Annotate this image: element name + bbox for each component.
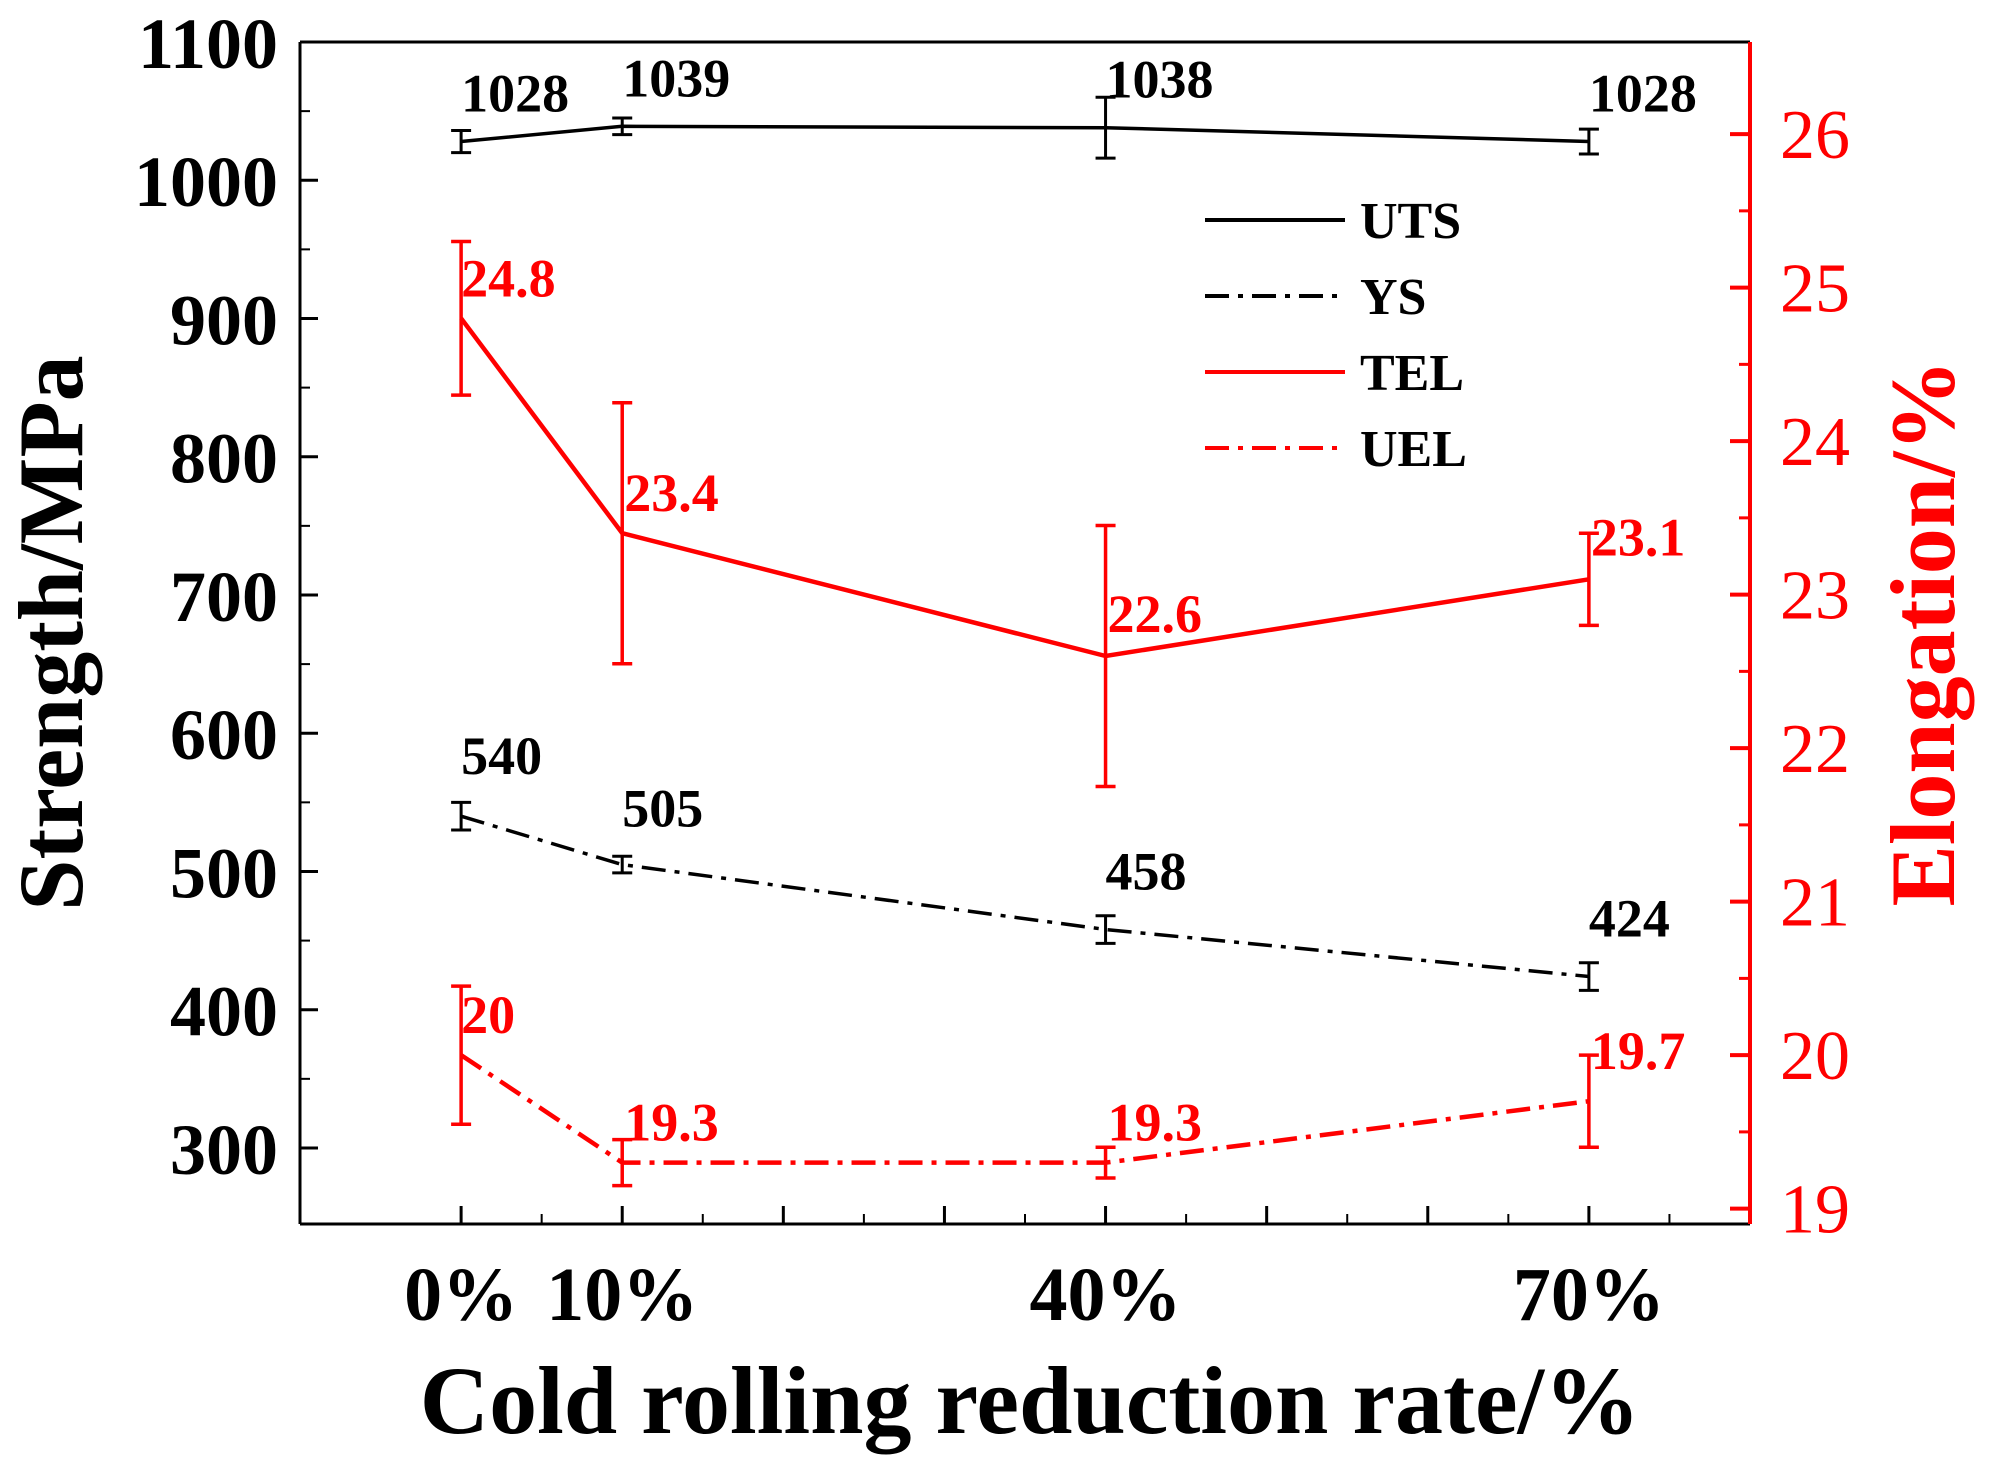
- error-bar-ys: [1578, 961, 1599, 992]
- legend: UTS YS TEL UEL: [1205, 193, 1467, 478]
- x-axis-title: Cold rolling reduction rate/%: [420, 1347, 1640, 1454]
- legend-label-uel: UEL: [1360, 421, 1467, 478]
- y-left-tick-label: 500: [170, 833, 278, 913]
- data-label-ys: 458: [1106, 842, 1187, 902]
- error-bar-ys: [1095, 914, 1116, 945]
- error-bar-tel: [1095, 523, 1116, 789]
- error-bar-uel: [1578, 1053, 1599, 1149]
- error-bar-ys: [451, 800, 472, 832]
- error-bar-ys: [612, 854, 633, 875]
- y-right-tick-label: 20: [1780, 1018, 1850, 1095]
- y-right-tick-label: 23: [1780, 558, 1850, 635]
- error-bar-uts: [612, 116, 633, 137]
- error-bar-uel: [451, 984, 472, 1126]
- data-label-ys: 505: [622, 779, 703, 839]
- data-label-uel: 19.3: [624, 1093, 719, 1153]
- y-right-tick-label: 22: [1780, 711, 1850, 788]
- data-label-uel: 19.7: [1591, 1021, 1686, 1081]
- x-tick-label: 40%: [1030, 1253, 1182, 1337]
- data-label-tel: 23.4: [624, 463, 719, 523]
- error-bar-uel: [612, 1137, 633, 1188]
- series-line-tel: [459, 316, 1590, 659]
- series-layer: [451, 95, 1599, 1188]
- data-label-uts: 1028: [461, 64, 569, 124]
- data-label-uts: 1028: [1589, 64, 1697, 124]
- data-label-tel: 23.1: [1591, 507, 1686, 567]
- x-tick-label: 70%: [1513, 1253, 1665, 1337]
- data-label-uts: 1038: [1106, 50, 1214, 110]
- legend-label-ys: YS: [1360, 269, 1426, 326]
- error-bar-tel: [1578, 531, 1599, 628]
- data-label-uts: 1039: [622, 48, 730, 108]
- data-label-tel: 24.8: [461, 248, 555, 308]
- legend-label-uts: UTS: [1360, 193, 1461, 250]
- x-tick-label: 0%: [404, 1253, 518, 1337]
- series-line-uts: [460, 124, 1589, 144]
- y-left-tick-label: 700: [170, 557, 278, 637]
- y-left-tick-label: 300: [170, 1110, 278, 1190]
- y-right-tick-label: 26: [1780, 97, 1850, 174]
- y-left-tick-label: 800: [170, 419, 278, 499]
- error-bar-uel: [1095, 1145, 1116, 1180]
- y-right-tick-label: 24: [1780, 404, 1850, 481]
- error-bar-tel: [451, 239, 472, 397]
- y-right-tick-label: 21: [1780, 865, 1850, 942]
- y-left-tick-label: 900: [170, 280, 278, 360]
- error-bar-tel: [612, 400, 633, 666]
- data-label-ys: 424: [1589, 889, 1670, 949]
- error-bar-uts: [1095, 95, 1116, 160]
- error-bar-uts: [451, 128, 472, 155]
- series-line-ys: [460, 814, 1590, 979]
- y-left-tick-label: 400: [170, 972, 278, 1052]
- y-axis-title-right: Elongation/%: [1872, 359, 1974, 906]
- y-right-tick-label: 19: [1780, 1172, 1850, 1249]
- labels-layer: 1028 1039 1038 1028 540 505 458 424 24.8 23.4 22.6…: [461, 48, 1697, 1152]
- data-label-uel: 19.3: [1108, 1093, 1203, 1153]
- y-left-tick-label: 1100: [138, 4, 278, 84]
- y-axis-title-left: Strength/MPa: [0, 355, 102, 910]
- data-label-uel: 20: [461, 985, 515, 1045]
- data-label-tel: 22.6: [1108, 584, 1203, 644]
- x-tick-label: 10%: [546, 1253, 698, 1337]
- error-bar-uts: [1578, 127, 1599, 156]
- axes-layer: 300 400 500 600 700 800 900 1000 1100 19 20 21 22 23 2…: [134, 4, 1850, 1337]
- y-right-tick-label: 25: [1780, 251, 1850, 328]
- data-label-ys: 540: [461, 726, 542, 786]
- y-left-tick-label: 600: [170, 695, 278, 775]
- series-line-uel: [459, 1053, 1590, 1165]
- y-left-tick-label: 1000: [134, 142, 278, 222]
- legend-label-tel: TEL: [1360, 345, 1464, 402]
